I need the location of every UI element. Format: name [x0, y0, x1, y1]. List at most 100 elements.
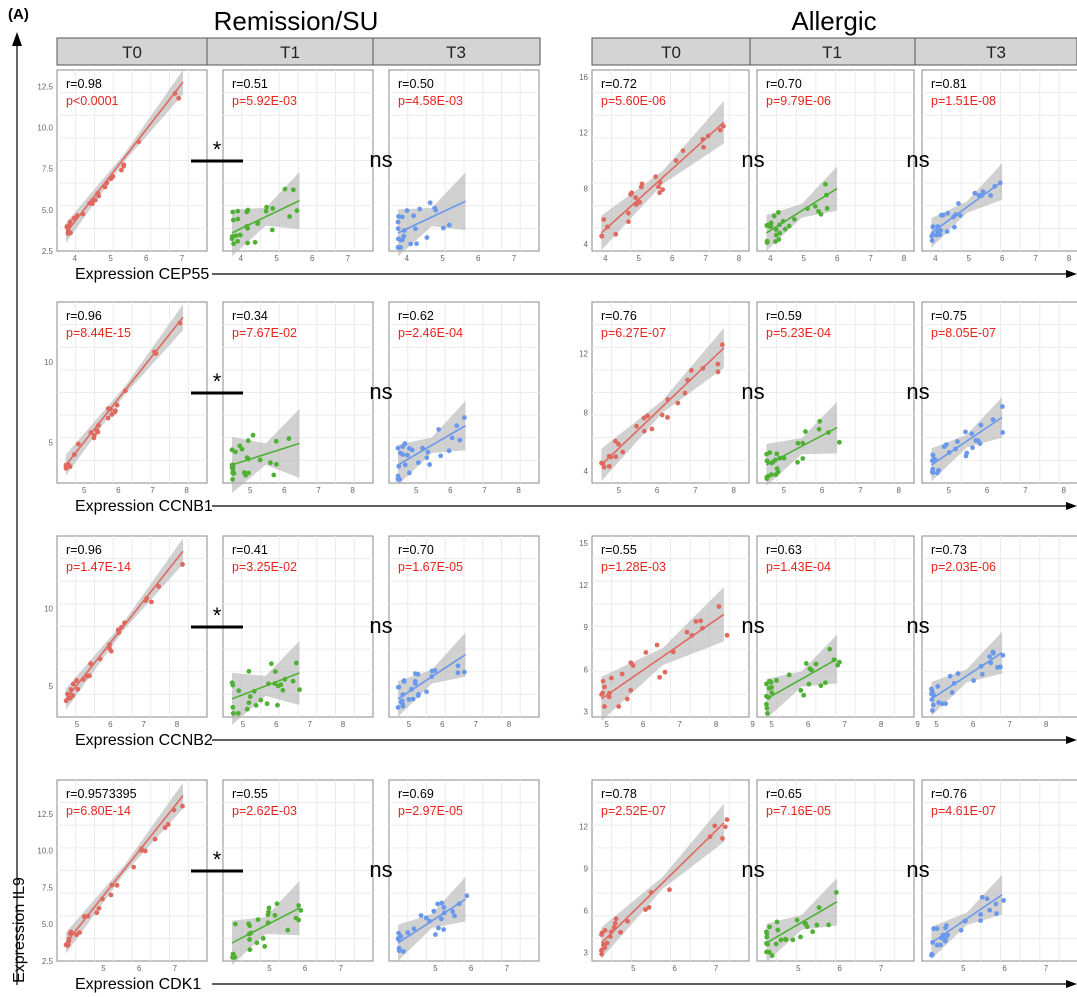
strip-label-t1: T1 — [280, 43, 300, 62]
y-tick-label: 4 — [584, 240, 589, 249]
y-tick-label: 3 — [584, 949, 589, 958]
data-point — [930, 702, 936, 708]
data-point — [930, 708, 935, 713]
y-tick-label: 12 — [579, 350, 588, 359]
data-point — [792, 216, 797, 222]
p-value: p=1.51E-08 — [931, 94, 996, 108]
data-point — [599, 930, 605, 936]
data-point — [247, 923, 252, 929]
data-point — [436, 925, 441, 931]
data-point — [407, 445, 412, 451]
r-value: r=0.75 — [931, 309, 967, 323]
data-point — [399, 214, 405, 220]
remission-panel-t0: r=0.96 p=1.47E-14 5 6 7 8 — [56, 535, 208, 729]
data-point — [413, 226, 418, 232]
data-point — [993, 901, 999, 907]
significance-star: * — [213, 137, 222, 162]
data-point — [767, 450, 773, 456]
r-value: r=0.50 — [398, 77, 434, 91]
x-tick-label: 6 — [469, 964, 474, 973]
x-tick-label: 7 — [482, 486, 487, 495]
data-point — [773, 232, 779, 238]
data-point — [646, 905, 652, 910]
data-point — [979, 671, 985, 677]
x-tick-label: 8 — [350, 486, 355, 495]
x-tick-label: 5 — [101, 964, 106, 973]
x-tick-label: 5 — [440, 254, 445, 263]
regression-line — [930, 180, 1003, 234]
y-tick-label: 12.5 — [37, 810, 53, 819]
r-value: r=0.9573395 — [66, 787, 137, 801]
data-point — [245, 207, 251, 213]
data-point — [626, 219, 631, 225]
x-tick-label: 5 — [802, 254, 807, 263]
y-tick-label: 10 — [44, 358, 53, 367]
data-point — [285, 927, 291, 933]
data-point — [929, 238, 935, 244]
data-point — [107, 646, 113, 652]
data-point — [682, 390, 688, 396]
data-point — [667, 887, 672, 893]
data-point — [633, 195, 638, 201]
data-point — [455, 670, 461, 676]
x-axis-label: Expression CCNB1 — [75, 498, 213, 515]
ns-label: ns — [741, 379, 764, 404]
data-point — [665, 415, 670, 420]
ns-label: ns — [906, 857, 929, 882]
data-point — [418, 913, 424, 918]
data-point — [987, 907, 993, 913]
data-point — [634, 423, 639, 429]
data-point — [232, 921, 238, 927]
group-title-remission: Remission/SU — [214, 6, 379, 36]
remission-panel-t1: r=0.55 p=2.62E-03 5 6 7 — [222, 779, 374, 973]
data-point — [88, 661, 94, 667]
data-point — [268, 460, 273, 466]
data-point — [764, 929, 769, 935]
data-point — [230, 471, 236, 477]
ns-label: ns — [906, 379, 929, 404]
x-tick-label: 6 — [672, 964, 677, 973]
strip-label-t0: T0 — [122, 43, 142, 62]
data-point — [641, 415, 647, 421]
y-tick-label: 3 — [584, 707, 589, 716]
strip-label-t3: T3 — [446, 43, 466, 62]
group-title-allergic: Allergic — [791, 6, 876, 36]
data-point — [165, 822, 171, 827]
data-point — [616, 441, 621, 447]
data-point — [439, 900, 445, 906]
x-tick-label: 7 — [505, 964, 510, 973]
data-point — [715, 361, 721, 367]
data-point — [109, 412, 115, 417]
y-axis-label: Expression IL9 — [11, 877, 28, 983]
x-tick-label: 4 — [603, 254, 608, 263]
data-point — [938, 212, 944, 218]
x-tick-label: 6 — [303, 964, 308, 973]
data-point — [431, 908, 437, 914]
data-point — [237, 443, 243, 449]
strip-remission-bg — [56, 37, 541, 66]
data-point — [433, 207, 439, 213]
x-tick-label: 6 — [820, 486, 825, 495]
data-point — [943, 925, 948, 931]
y-tick-label: 12 — [579, 822, 588, 831]
x-tick-label: 6 — [274, 720, 279, 729]
x-tick-label: 4 — [768, 254, 773, 263]
data-point — [239, 446, 245, 452]
x-tick-label: 6 — [655, 486, 660, 495]
r-value: r=0.81 — [931, 77, 967, 91]
data-point — [794, 917, 800, 923]
data-point — [618, 929, 623, 935]
x-tick-label: 6 — [806, 720, 811, 729]
data-point — [776, 237, 782, 242]
y-tick-label: 6 — [584, 906, 589, 915]
x-tick-label: 8 — [731, 486, 736, 495]
x-tick-label: 6 — [137, 964, 142, 973]
data-point — [816, 905, 822, 910]
x-tick-label: 7 — [141, 720, 146, 729]
data-point — [782, 226, 788, 232]
data-point — [955, 671, 961, 676]
data-point — [272, 912, 278, 918]
r-value: r=0.65 — [766, 787, 802, 801]
x-axis-arrowhead — [1066, 502, 1077, 510]
